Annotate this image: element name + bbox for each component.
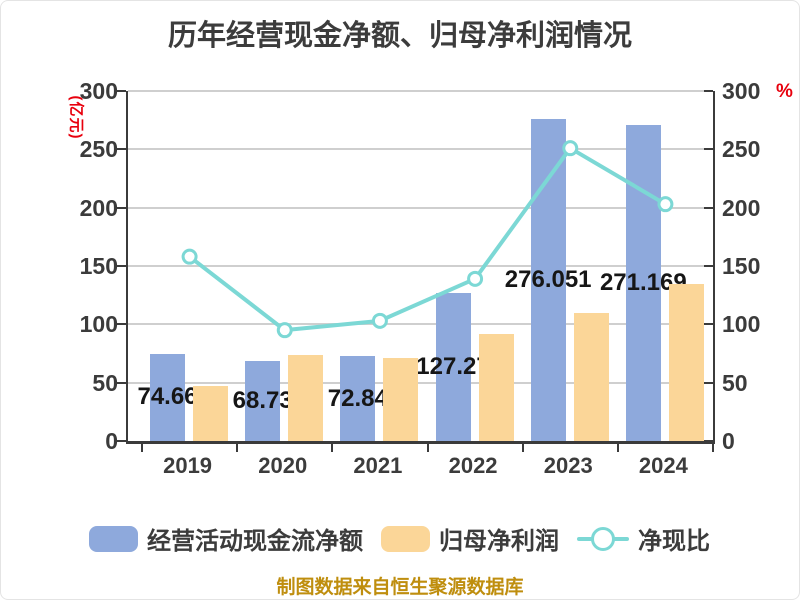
bar-net-profit xyxy=(288,355,324,441)
line-marker xyxy=(657,196,674,213)
gridline xyxy=(128,148,713,151)
y-axis-tick-left xyxy=(117,148,126,151)
y-axis-tick-right xyxy=(704,440,713,442)
y-axis-tick-right xyxy=(704,265,713,267)
line-marker xyxy=(562,140,579,157)
y-axis-tick-right xyxy=(704,90,713,92)
y-axis-label-left: 50 xyxy=(92,369,118,396)
legend-item-operating-cashflow[interactable]: 经营活动现金流净额 xyxy=(89,521,363,556)
legend-item-net-profit[interactable]: 归母净利润 xyxy=(381,521,559,556)
y-axis-label-left: 300 xyxy=(79,78,118,104)
y-axis-tick-left xyxy=(117,323,126,326)
gridline xyxy=(128,381,713,384)
legend-label-net-profit: 归母净利润 xyxy=(439,528,559,555)
x-axis-label-year: 2024 xyxy=(638,453,688,478)
line-marker xyxy=(467,270,484,287)
y-axis-tick-left xyxy=(117,206,126,209)
y-axis-label-right: 250 xyxy=(722,136,761,163)
bar-data-label: 74.66 xyxy=(137,383,198,411)
gridline xyxy=(128,323,713,326)
x-axis-label-year: 2021 xyxy=(353,453,403,478)
y-axis-tick-left xyxy=(117,265,126,267)
legend-swatch-net-profit xyxy=(381,525,430,552)
gridline xyxy=(128,206,713,209)
y-axis-label-right: 100 xyxy=(722,311,761,338)
legend-item-netcash-ratio[interactable]: 净现比 xyxy=(577,521,710,556)
footer-note: 制图数据来自恒生聚源数据库 xyxy=(276,577,524,598)
legend-label-operating-cashflow: 经营活动现金流净额 xyxy=(147,528,363,555)
y-axis-label-right: 0 xyxy=(722,428,735,454)
bar-net-profit xyxy=(478,333,514,441)
x-axis-tick xyxy=(331,444,334,452)
bar-operating-cashflow xyxy=(530,118,566,441)
x-axis-tick xyxy=(616,444,619,452)
bar-data-label: 276.051 xyxy=(504,265,592,293)
y-axis-label-left: 100 xyxy=(79,311,118,338)
y-axis-label-left: 150 xyxy=(79,253,118,279)
x-axis-label-year: 2023 xyxy=(543,453,593,478)
legend-swatch-operating-cashflow xyxy=(89,525,138,552)
legend-label-netcash-ratio: 净现比 xyxy=(638,528,710,555)
gridline xyxy=(128,90,713,92)
legend: 经营活动现金流净额 归母净利润 净现比 xyxy=(89,521,710,556)
y-axis-tick-left xyxy=(117,440,126,442)
y-axis-label-right: 50 xyxy=(722,369,748,396)
bar-net-profit xyxy=(383,357,419,441)
x-axis-label-year: 2019 xyxy=(163,453,213,478)
x-axis-tick xyxy=(426,444,429,452)
bar-net-profit xyxy=(573,312,609,441)
y-axis-tick-right xyxy=(704,206,713,209)
line-series-path xyxy=(187,146,668,333)
bar-data-label: 68.73 xyxy=(232,386,293,414)
y-axis-tick-right xyxy=(704,381,713,384)
y-axis-label-left: 250 xyxy=(79,136,118,163)
plot-area: 74.66 68.73 72.84 127.27 276.051 271.169 xyxy=(117,90,715,452)
bar-data-label: 127.27 xyxy=(416,352,490,380)
x-axis-tick xyxy=(521,444,524,452)
chart-title: 历年经营现金净额、归母净利润情况 xyxy=(167,20,632,52)
y-axis-tick-left xyxy=(117,381,126,384)
y-axis-label-right: 300 xyxy=(722,78,761,104)
line-marker xyxy=(371,312,388,329)
x-axis-tick xyxy=(712,444,714,452)
right-axis-unit-label: % xyxy=(776,81,793,102)
y-axis-left-labels: 0 50 100 150 200 250 300 xyxy=(1,79,118,453)
x-axis-tick xyxy=(141,444,143,452)
y-axis-label-right: 150 xyxy=(722,253,761,279)
netcash-ratio-line-chart xyxy=(181,140,674,339)
y-axis-tick-left xyxy=(117,90,126,92)
bar-operating-cashflow xyxy=(625,124,661,441)
y-axis-label-left: 200 xyxy=(79,194,118,221)
bar-net-profit xyxy=(668,284,704,441)
x-axis-label-year: 2022 xyxy=(448,453,498,478)
y-axis-label-left: 0 xyxy=(105,428,118,454)
y-axis-tick-right xyxy=(704,323,713,326)
bar-operating-cashflow xyxy=(245,360,281,441)
bar-net-profit xyxy=(193,385,228,441)
bar-operating-cashflow xyxy=(340,356,376,441)
bar-operating-cashflow xyxy=(435,292,471,441)
bar-operating-cashflow xyxy=(150,353,185,441)
y-axis-label-right: 200 xyxy=(722,194,761,221)
line-marker xyxy=(181,248,198,265)
x-axis-label-year: 2020 xyxy=(258,453,308,478)
legend-line-marker-icon xyxy=(591,526,615,551)
x-axis-tick xyxy=(236,444,239,452)
y-axis-tick-right xyxy=(704,148,713,151)
gridline xyxy=(128,265,713,267)
y-axis-right-labels: 0 50 100 150 200 250 300 xyxy=(722,79,797,453)
bar-data-label: 72.84 xyxy=(327,384,388,412)
legend-line-sample xyxy=(577,526,629,552)
line-marker xyxy=(276,322,293,339)
